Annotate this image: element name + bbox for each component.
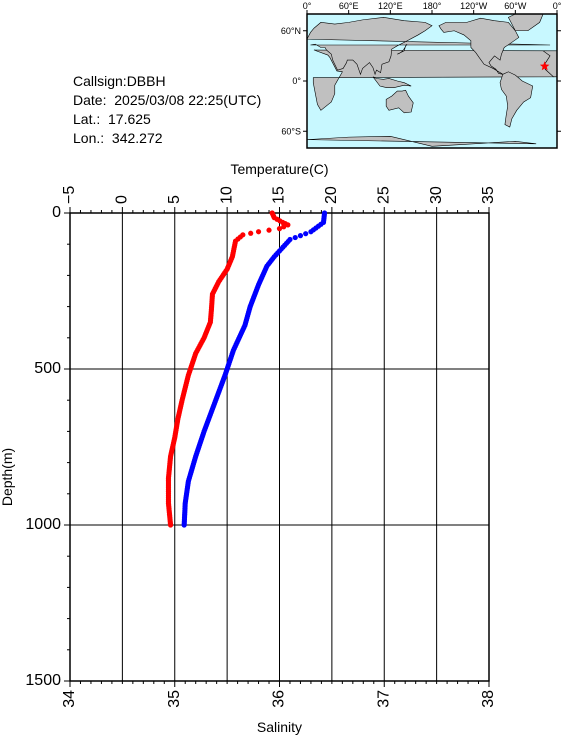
map-lat-label: 0° bbox=[292, 76, 301, 86]
temperature-tick-label: −5 bbox=[61, 186, 78, 204]
map-land bbox=[306, 13, 558, 148]
data-point bbox=[303, 231, 309, 237]
salinity-axis-label: Salinity bbox=[257, 719, 302, 735]
world-map: 0° 60°E 120°E 180° 120°W 60°W 0° 60°N 0° 60°S bbox=[281, 1, 562, 149]
longitude-text: Lon.: 342.272 bbox=[73, 130, 163, 146]
data-point bbox=[181, 522, 187, 528]
temperature-tick-label: 5 bbox=[166, 195, 183, 204]
station-info: Callsign:DBBH Date: 2025/03/08 22:25(UTC… bbox=[73, 72, 261, 148]
temperature-axis-label: Temperature(C) bbox=[230, 161, 328, 177]
australia-land bbox=[385, 89, 414, 114]
depth-tick-label: 0 bbox=[52, 204, 61, 221]
depth-axis-label: Depth(m) bbox=[0, 448, 15, 506]
temperature-tick-label: 15 bbox=[271, 186, 288, 204]
temperature-tick-label: 10 bbox=[218, 186, 235, 204]
map-lon-label: 120°W bbox=[460, 1, 488, 11]
left-axis-ticks bbox=[64, 212, 70, 682]
data-point bbox=[266, 227, 272, 233]
date-text: Date: 2025/03/08 22:25(UTC) bbox=[73, 92, 262, 108]
data-point bbox=[167, 522, 174, 528]
map-lon-label: 60°E bbox=[339, 1, 359, 11]
map-lat-label: 60°S bbox=[281, 126, 301, 136]
depth-tick-label: 1500 bbox=[25, 672, 61, 689]
salinity-tick-label: 35 bbox=[166, 690, 183, 708]
data-point bbox=[276, 226, 283, 232]
north-america-land bbox=[438, 17, 520, 75]
map-ticks bbox=[303, 10, 561, 132]
japan-land bbox=[397, 43, 408, 55]
eurasia-land bbox=[306, 17, 551, 76]
data-point bbox=[308, 229, 314, 235]
data-point bbox=[297, 233, 304, 239]
data-point bbox=[281, 224, 287, 230]
callsign-text: Callsign:DBBH bbox=[73, 73, 166, 89]
grid-lines bbox=[69, 212, 490, 682]
bottom-axis-ticks bbox=[69, 681, 490, 687]
depth-tick-label: 500 bbox=[34, 360, 61, 377]
map-lat-label: 60°N bbox=[281, 26, 301, 36]
temperature-tick-label: 35 bbox=[480, 186, 497, 204]
temperature-series bbox=[181, 210, 328, 528]
salinity-tick-label: 37 bbox=[375, 690, 392, 708]
map-lon-label: 0° bbox=[303, 1, 312, 11]
temperature-tick-label: 0 bbox=[114, 195, 131, 204]
map-lon-label: 60°W bbox=[504, 1, 527, 11]
salinity-tick-label: 38 bbox=[480, 690, 497, 708]
map-lon-label: 0° bbox=[553, 1, 562, 11]
south-america-land bbox=[499, 71, 534, 128]
depth-tick-label: 1000 bbox=[25, 516, 61, 533]
data-point bbox=[285, 222, 291, 228]
temperature-tick-label: 20 bbox=[323, 186, 340, 204]
salinity-tick-label: 36 bbox=[271, 690, 288, 708]
salinity-series bbox=[165, 210, 291, 528]
data-point bbox=[248, 230, 254, 236]
top-axis-ticks bbox=[69, 207, 490, 213]
temperature-tick-label: 30 bbox=[428, 186, 445, 204]
station-marker bbox=[539, 61, 550, 71]
data-point bbox=[292, 234, 298, 241]
map-lon-label: 180° bbox=[423, 1, 442, 11]
latitude-text: Lat.: 17.625 bbox=[73, 111, 151, 127]
map-lon-label: 120°E bbox=[378, 1, 403, 11]
salinity-tick-label: 34 bbox=[61, 690, 78, 708]
indonesia-land bbox=[372, 76, 412, 88]
temperature-tick-label: 25 bbox=[375, 186, 392, 204]
data-point bbox=[255, 229, 262, 235]
